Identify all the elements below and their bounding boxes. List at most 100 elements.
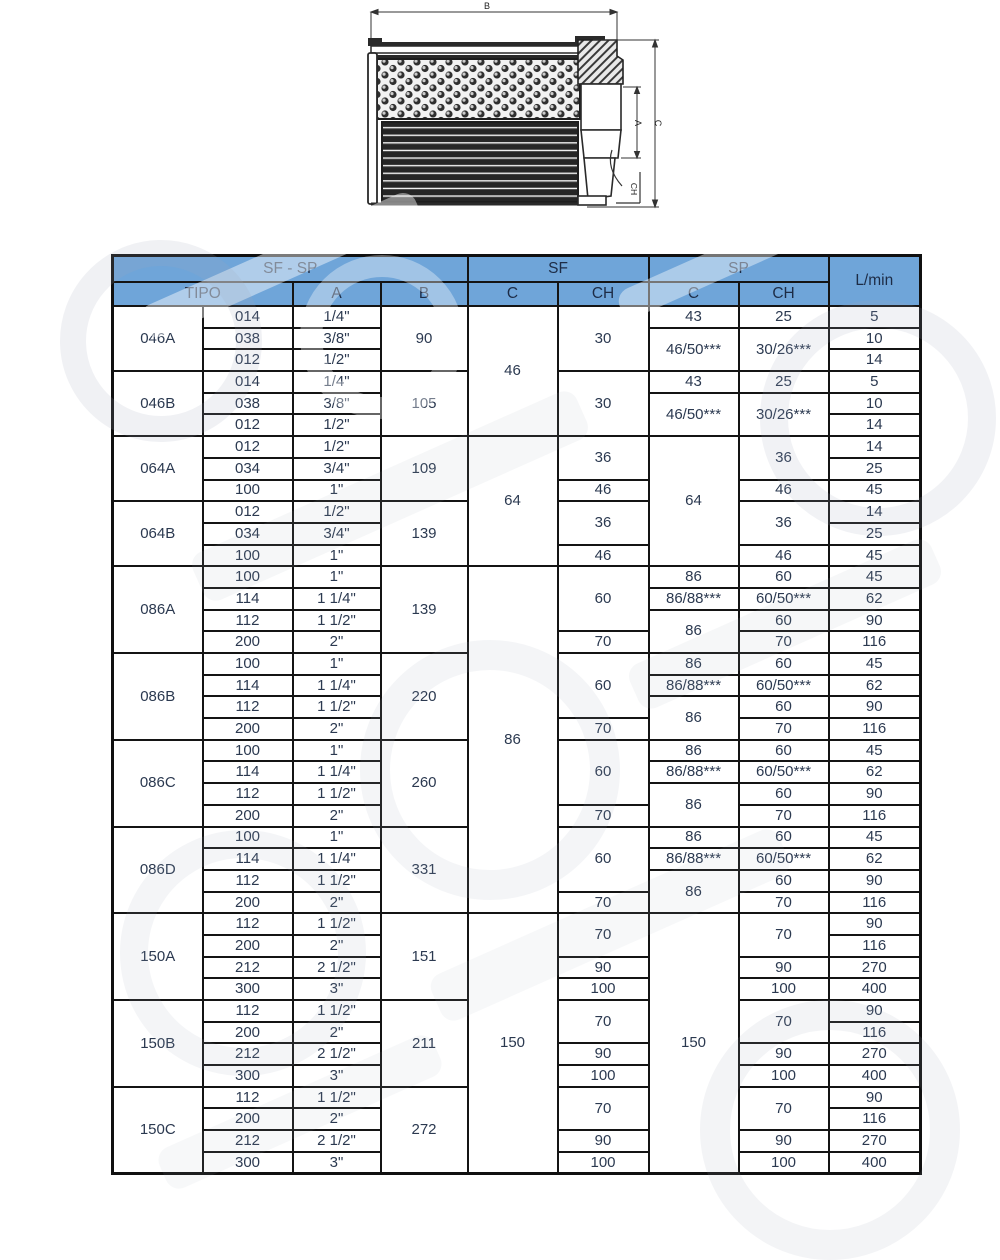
table-row: 100 1" 46 46 45 — [113, 478, 922, 503]
cell-b: 272 — [379, 1085, 469, 1175]
cell-sp_c: 86 — [647, 608, 740, 655]
cell-a: 3" — [291, 1064, 382, 1088]
cell-a: 2 1/2" — [291, 955, 382, 980]
cell-lmin: 116 — [827, 890, 922, 915]
table-row: 064B 012 1/2" 139 36 36 14 — [111, 500, 922, 568]
cell-lmin: 116 — [827, 803, 922, 828]
cell-sp_ch: 60 — [737, 608, 830, 633]
dim-line-a — [621, 85, 641, 160]
cell-b: 90 — [379, 304, 469, 373]
cell-sp_ch: 60/50*** — [737, 847, 830, 871]
table-row: 046B 014 1/4" 105 30 43 25 5 — [111, 370, 922, 438]
cell-tipo: 086A — [111, 565, 204, 654]
cell-code: 112 — [201, 1085, 294, 1110]
cell-a: 1" — [291, 543, 382, 568]
dim-label-c: C — [653, 120, 663, 127]
cell-sp_ch: 46 — [737, 543, 830, 568]
cell-a: 1 1/2" — [291, 608, 382, 633]
cell-lmin: 270 — [827, 1129, 922, 1153]
cell-lmin: 45 — [827, 565, 922, 589]
table-row: 034 3/4" 25 — [113, 521, 922, 546]
cell-code: 200 — [201, 717, 294, 741]
cell-a: 1 1/4" — [291, 586, 382, 611]
table-row: 300 3" 100 100 400 — [113, 1150, 922, 1175]
table-row: 150A 112 1 1/2" 151 150 70 150 70 90 — [111, 912, 922, 1175]
cell-a: 2" — [291, 630, 382, 654]
table-row: 150C 112 1 1/2" 272 70 70 90 — [111, 1085, 922, 1175]
header-group-sfsp: SF - SP — [111, 254, 469, 283]
spec-table-container: SF - SP SF SP L/min TIPO A B C CH C CH 0… — [111, 254, 923, 1175]
cell-a: 1/2" — [291, 348, 382, 373]
cell-code: 034 — [201, 521, 294, 546]
table-row: 112 1 1/2" 86 60 90 — [113, 782, 922, 828]
cell-lmin: 62 — [827, 847, 922, 871]
cell-sp_c: 86 — [647, 825, 740, 850]
cell-lmin: 116 — [827, 717, 922, 741]
cell-tipo: 150A — [111, 912, 204, 1001]
table-row: 112 1 1/2" 86 60 90 — [113, 608, 922, 655]
header-row-columns: TIPO A B C CH C CH — [111, 281, 921, 307]
table-row: 300 3" 100 100 400 — [113, 1064, 922, 1088]
cell-a: 2" — [291, 890, 382, 915]
cell-sp_ch: 90 — [737, 1042, 830, 1067]
table-row: 200 2" 70 70 116 — [113, 803, 922, 828]
cell-a: 2" — [291, 1020, 382, 1045]
cell-code: 200 — [201, 933, 294, 958]
cell-code: 212 — [201, 955, 294, 980]
threaded-plug — [577, 39, 624, 85]
cell-lmin: 400 — [827, 1150, 922, 1175]
cell-code: 012 — [201, 500, 294, 524]
cell-a: 1 1/4" — [291, 760, 382, 785]
cell-sf_ch: 46 — [556, 478, 650, 503]
cell-sp_c: 43 — [647, 370, 740, 394]
cell-sp_ch: 60 — [737, 782, 830, 806]
header-c-sf: C — [466, 281, 559, 307]
cell-code: 212 — [201, 1129, 294, 1153]
cell-code: 112 — [201, 608, 294, 633]
cell-a: 1/4" — [291, 305, 382, 329]
cell-code: 300 — [201, 977, 294, 1001]
header-b: B — [379, 281, 469, 307]
cell-code: 200 — [201, 1107, 294, 1132]
cell-sp_ch: 25 — [737, 370, 830, 394]
cell-sp_c: 86/88*** — [647, 586, 740, 611]
cell-sp_c: 43 — [647, 305, 740, 329]
cell-sf_ch: 100 — [556, 1150, 650, 1175]
cell-b: 151 — [379, 912, 469, 1001]
cell-code: 112 — [201, 695, 294, 720]
cell-lmin: 270 — [827, 955, 922, 980]
dim-line-ch — [609, 149, 641, 204]
cell-lmin: 90 — [827, 868, 922, 893]
cell-code: 038 — [201, 326, 294, 351]
table-row: 200 2" 116 — [113, 1020, 922, 1045]
cell-lmin: 90 — [827, 608, 922, 633]
cell-a: 1" — [291, 825, 382, 850]
cell-sf_ch: 36 — [556, 435, 650, 481]
cell-sp_ch: 60 — [737, 565, 830, 589]
cell-b: 331 — [379, 825, 469, 915]
filter-mesh-section — [376, 58, 581, 120]
cell-code: 100 — [201, 543, 294, 568]
header-group-sf: SF — [466, 254, 650, 283]
cell-a: 1/2" — [291, 435, 382, 459]
cell-tipo: 064A — [111, 435, 204, 503]
cell-code: 012 — [201, 413, 294, 438]
cell-sp_c: 46/50*** — [647, 391, 740, 438]
table-row: 086A 100 1" 139 86 60 86 60 45 — [111, 565, 922, 915]
cell-code: 012 — [201, 435, 294, 459]
cell-lmin: 14 — [827, 500, 922, 524]
cell-lmin: 45 — [827, 738, 922, 763]
cell-sf_ch: 70 — [556, 630, 650, 654]
cell-a: 1 1/2" — [291, 695, 382, 720]
header-ch-sf: CH — [556, 281, 650, 307]
cell-a: 1" — [291, 738, 382, 763]
cell-tipo: 046A — [111, 304, 204, 373]
cell-lmin: 45 — [827, 543, 922, 568]
cell-lmin: 116 — [827, 933, 922, 958]
cell-b: 109 — [379, 435, 469, 503]
cell-lmin: 90 — [827, 782, 922, 806]
cell-code: 112 — [201, 782, 294, 806]
cell-code: 114 — [201, 847, 294, 871]
cell-sp_c: 86 — [647, 868, 740, 915]
cell-sp_ch: 70 — [737, 1085, 830, 1132]
